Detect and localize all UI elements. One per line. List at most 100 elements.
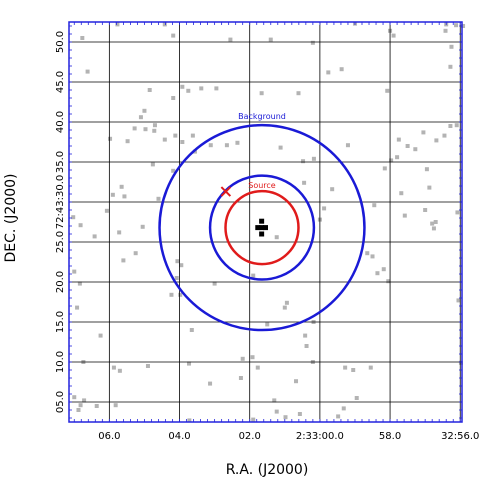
event-point [82,398,87,403]
event-point [278,145,283,150]
event-point [71,215,76,220]
event-point [214,86,219,91]
event-point [175,259,180,264]
source-pixel [259,231,265,237]
event-point [370,254,375,259]
event-point [125,139,130,144]
event-point [173,133,178,138]
source-pixel [259,225,265,231]
event-point [150,162,155,167]
source-circle [224,189,300,266]
event-point [147,88,152,92]
y-tick-label: 20.0 [55,271,66,293]
event-point [251,417,256,422]
event-point [405,144,410,148]
event-point [113,403,118,408]
event-point [235,140,240,145]
event-point [423,208,428,212]
event-point [208,143,213,148]
event-point [78,403,83,408]
event-point [240,356,245,361]
event-point [152,123,157,128]
event-point [336,414,341,419]
y-tick-label: 72:43:30.0 [55,175,66,229]
event-point [454,123,459,128]
event-point [133,251,138,256]
source-pixel [263,225,268,231]
event-point [187,418,192,423]
event-point [296,91,301,96]
event-point [284,300,289,305]
event-point [448,124,453,128]
event-point [302,180,307,185]
event-point [111,365,116,370]
y-tick-label: 10.0 [55,351,66,373]
event-point [138,115,143,120]
event-point [169,292,174,297]
event-point [250,355,255,360]
background-inner-circle [208,174,316,281]
event-point [301,159,306,164]
event-point [365,251,370,256]
event-point [449,44,454,49]
event-point [238,376,243,380]
event-point [140,224,145,229]
event-point [186,88,191,93]
x-tick-label: 58.0 [379,431,401,442]
event-point [310,40,315,45]
background-outer-circle [158,123,366,332]
event-point [391,33,396,38]
event-point [98,333,103,338]
event-point [303,333,308,338]
y-axis-title: DEC. (J2000) [3,174,19,263]
event-point [345,143,350,148]
event-point [199,86,204,91]
event-point [443,28,448,33]
y-tick-label: 50.0 [55,31,66,53]
event-point [162,137,167,142]
event-point [372,203,377,208]
event-point [343,365,348,370]
event-point [180,84,185,89]
event-point [283,415,288,420]
event-point [382,166,387,171]
event-point [430,221,435,226]
event-point [304,344,309,348]
event-point [381,267,386,272]
event-point [354,396,359,400]
y-tick-label: 35.0 [55,151,66,173]
event-point [228,37,233,42]
event-point [455,210,460,215]
event-point [208,381,213,386]
event-point [156,196,161,201]
event-point [152,128,157,133]
event-point [395,155,400,160]
event-point [187,361,192,366]
event-point [259,91,264,96]
event-point [448,64,453,69]
event-point [171,33,176,38]
source-pixel [255,225,261,231]
y-tick-label: 15.0 [55,311,66,333]
event-point [322,206,327,211]
event-point [330,187,335,192]
event-point [132,126,137,131]
x-tick-label: 2:33:00.0 [296,431,344,442]
event-point [174,276,179,280]
event-point [80,36,85,40]
event-point [431,226,436,231]
event-point [274,409,279,414]
event-point [92,234,97,239]
event-point [282,305,287,310]
event-point [458,360,463,365]
event-point [104,208,109,213]
event-point [78,223,83,228]
x-tick-label: 04.0 [168,431,190,442]
event-point [399,191,404,196]
event-point [294,379,299,384]
event-point [115,22,120,27]
event-point [76,408,81,412]
event-point [162,22,167,27]
event-point [72,269,77,274]
event-point [122,194,127,199]
